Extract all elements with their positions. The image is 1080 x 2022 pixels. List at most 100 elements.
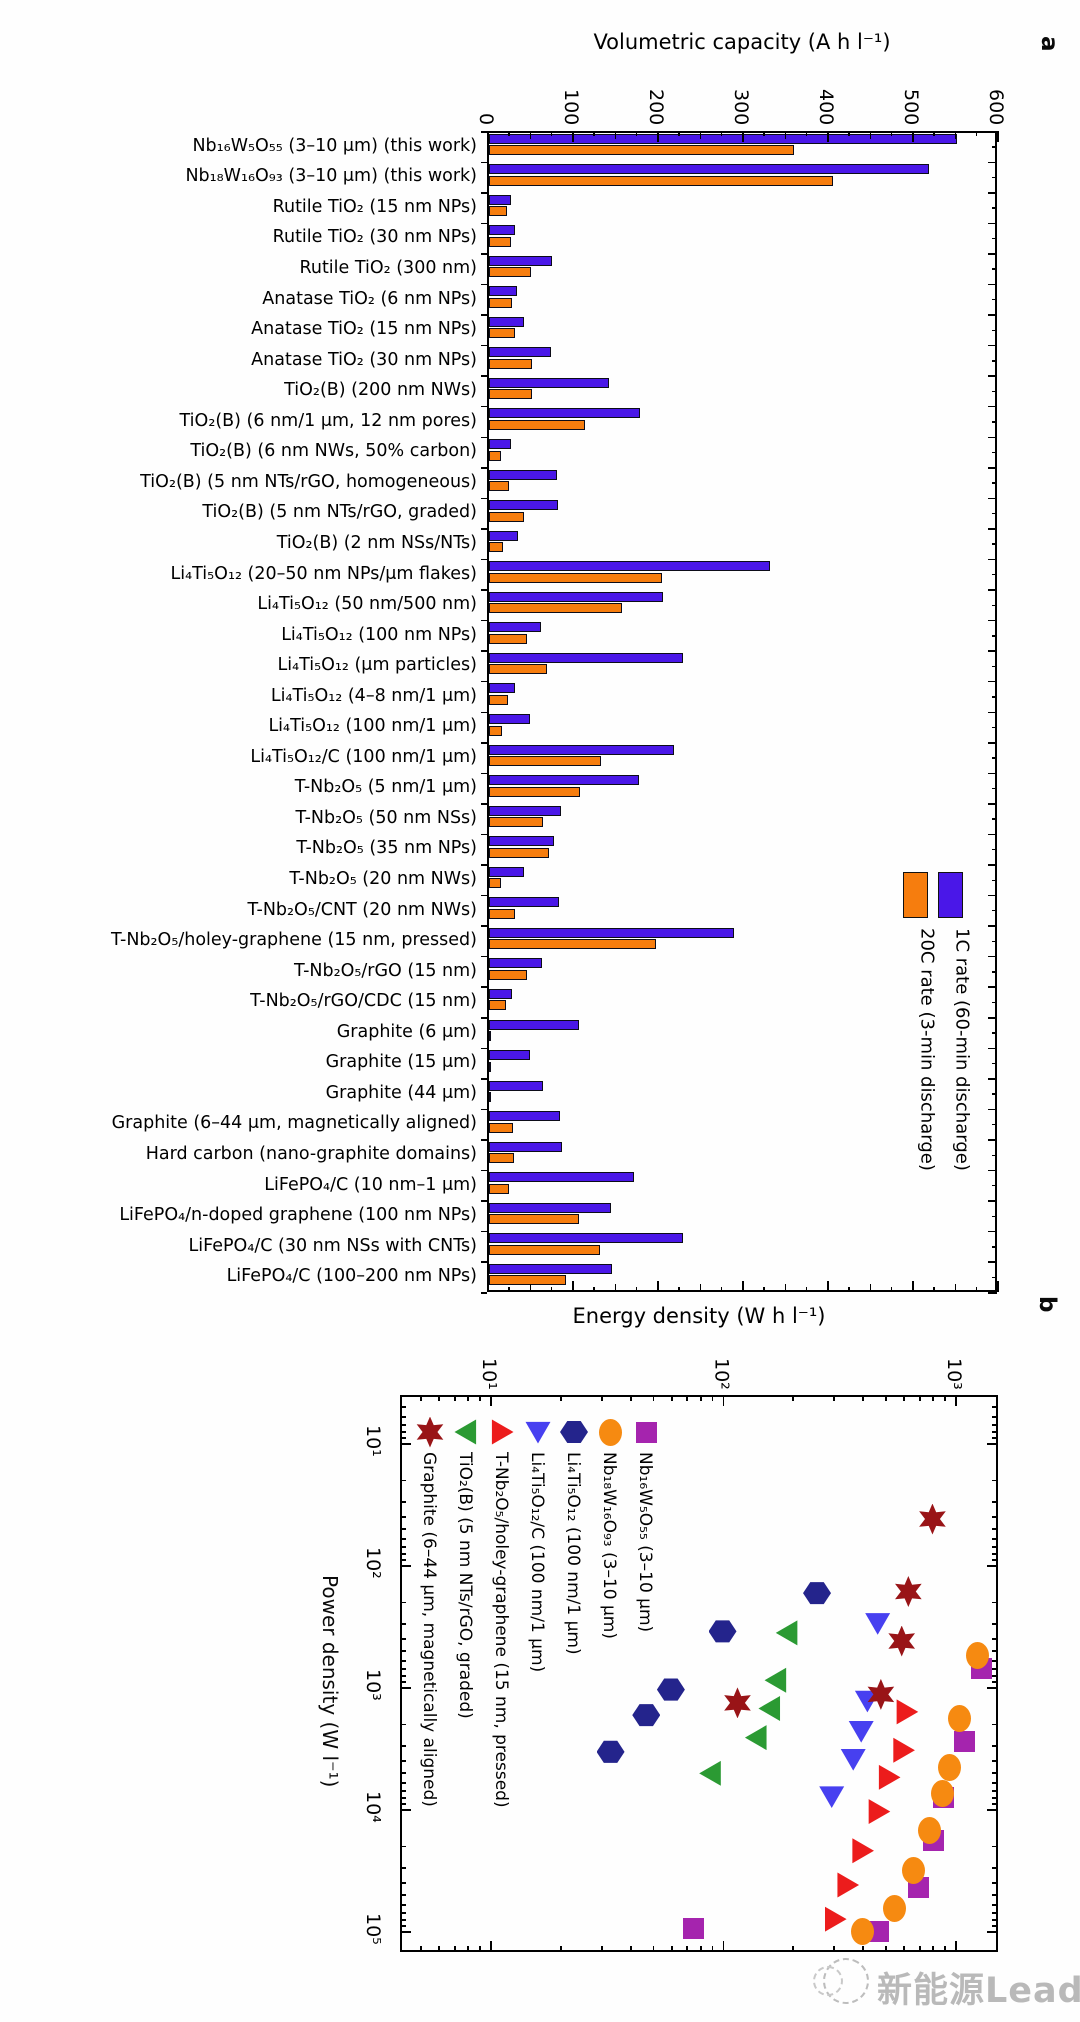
- bar-1c-rate: [489, 255, 552, 266]
- category-label: TiO₂(B) (5 nm NTs/rGO, graded): [202, 502, 477, 523]
- axis-tick: [992, 1675, 998, 1677]
- bar-20c-rate: [489, 542, 504, 553]
- axis-tick: [400, 1406, 406, 1408]
- axis-tick: [992, 1479, 998, 1482]
- axis-tick: [559, 1395, 562, 1401]
- category-tick-minor: [992, 451, 997, 454]
- axis-tick: [529, 1284, 532, 1292]
- bar-20c-rate: [489, 756, 602, 767]
- category-tick: [481, 772, 487, 775]
- category-tick: [481, 405, 487, 408]
- category-label: Anatase TiO₂ (6 nm NPs): [262, 288, 477, 309]
- category-tick-minor: [992, 146, 997, 148]
- category-tick-minor: [992, 910, 997, 912]
- panel-b-y-axis-title: Power density (W l⁻¹): [318, 1575, 342, 1788]
- category-tick-minor: [992, 726, 997, 729]
- bar-1c-rate: [489, 408, 641, 419]
- bar-1c-rate: [489, 377, 609, 388]
- axis-tick: [763, 1287, 765, 1292]
- scatter-point-series-2: [656, 1678, 685, 1701]
- axis-tick-label: 400: [815, 88, 837, 125]
- category-label: Li₄Ti₅O₁₂ (20–50 nm NPs/μm flakes): [170, 563, 477, 584]
- axis-tick: [400, 1919, 406, 1921]
- category-tick: [988, 528, 997, 530]
- category-tick: [481, 1017, 487, 1019]
- category-tick: [988, 1017, 997, 1019]
- axis-tick: [487, 1281, 489, 1292]
- axis-tick: [997, 1281, 999, 1292]
- category-tick: [481, 955, 487, 958]
- axis-tick: [885, 1946, 887, 1952]
- category-tick: [988, 405, 997, 408]
- category-tick: [988, 131, 997, 133]
- legend-label-1c: 1C rate (60-min discharge): [951, 928, 973, 1171]
- category-label: TiO₂(B) (200 nm NWs): [284, 380, 477, 401]
- category-tick: [481, 742, 487, 744]
- category-tick: [988, 222, 997, 225]
- axis-tick: [400, 1925, 406, 1927]
- category-label: Graphite (44 μm): [325, 1082, 477, 1103]
- bar-1c-rate: [489, 775, 640, 786]
- scatter-point-series-1: [901, 1857, 925, 1885]
- bar-20c-rate: [489, 1122, 513, 1133]
- category-tick: [988, 1108, 997, 1111]
- category-tick-minor: [992, 482, 997, 484]
- category-label: Nb₁₆W₅O₅₅ (3–10 μm) (this work): [192, 135, 477, 156]
- axis-tick: [490, 1395, 492, 1406]
- category-tick-minor: [992, 1123, 997, 1126]
- axis-tick-label: 500: [900, 88, 922, 125]
- category-tick-minor: [992, 1093, 997, 1095]
- category-label: Rutile TiO₂ (30 nm NPs): [272, 227, 477, 248]
- bar-1c-rate: [489, 561, 771, 572]
- bar-20c-rate: [489, 1031, 491, 1042]
- bar-1c-rate: [489, 1141, 563, 1152]
- bar-20c-rate: [489, 481, 509, 492]
- bar-20c-rate: [489, 1183, 509, 1194]
- watermark-logo-inner-icon: [813, 1966, 843, 1996]
- axis-tick: [742, 131, 744, 142]
- axis-tick: [400, 1528, 406, 1530]
- category-label: T-Nb₂O₅/rGO (15 nm): [293, 960, 477, 981]
- scatter-point-series-2: [596, 1740, 625, 1763]
- axis-tick: [827, 1281, 829, 1292]
- category-tick: [481, 986, 487, 988]
- bar-20c-rate: [489, 908, 516, 919]
- bar-20c-rate: [489, 145, 795, 155]
- axis-tick: [992, 1745, 998, 1747]
- axis-tick: [992, 1882, 998, 1885]
- axis-tick: [992, 1723, 998, 1726]
- axis-tick: [479, 1395, 481, 1401]
- category-tick: [481, 650, 487, 652]
- axis-tick: [912, 1281, 914, 1292]
- axis-tick: [400, 1723, 406, 1726]
- category-tick-minor: [992, 604, 997, 606]
- axis-tick-label: 10³: [943, 1358, 965, 1390]
- category-tick-minor: [992, 207, 997, 209]
- category-label: Li₄Ti₅O₁₂ (100 nm NPs): [281, 624, 477, 645]
- axis-tick: [992, 1406, 998, 1408]
- category-label: T-Nb₂O₅/CNT (20 nm NWs): [247, 899, 477, 920]
- axis-tick: [992, 1650, 998, 1652]
- axis-tick: [550, 131, 553, 136]
- category-tick: [481, 558, 487, 561]
- category-tick-minor: [992, 574, 997, 576]
- axis-tick: [699, 131, 702, 139]
- axis-tick: [944, 1946, 946, 1952]
- bar-1c-rate: [489, 439, 512, 450]
- axis-tick: [652, 1395, 655, 1401]
- category-tick: [481, 1261, 487, 1263]
- bar-20c-rate: [489, 878, 501, 889]
- legend-item-label: Nb₁₈W₁₆O₉₃ (3–10 μm): [599, 1452, 619, 1639]
- axis-tick: [400, 1659, 406, 1662]
- category-tick-minor: [992, 237, 997, 240]
- bar-1c-rate: [489, 1111, 561, 1122]
- axis-tick: [490, 1941, 492, 1952]
- category-label: Li₄Ti₅O₁₂ (100 nm/1 μm): [268, 716, 477, 737]
- category-tick: [481, 1292, 487, 1294]
- category-tick-minor: [992, 512, 997, 515]
- category-tick: [481, 1230, 487, 1233]
- bar-20c-rate: [489, 1275, 566, 1286]
- axis-tick: [572, 131, 574, 142]
- axis-tick: [848, 131, 850, 136]
- category-tick: [988, 161, 997, 164]
